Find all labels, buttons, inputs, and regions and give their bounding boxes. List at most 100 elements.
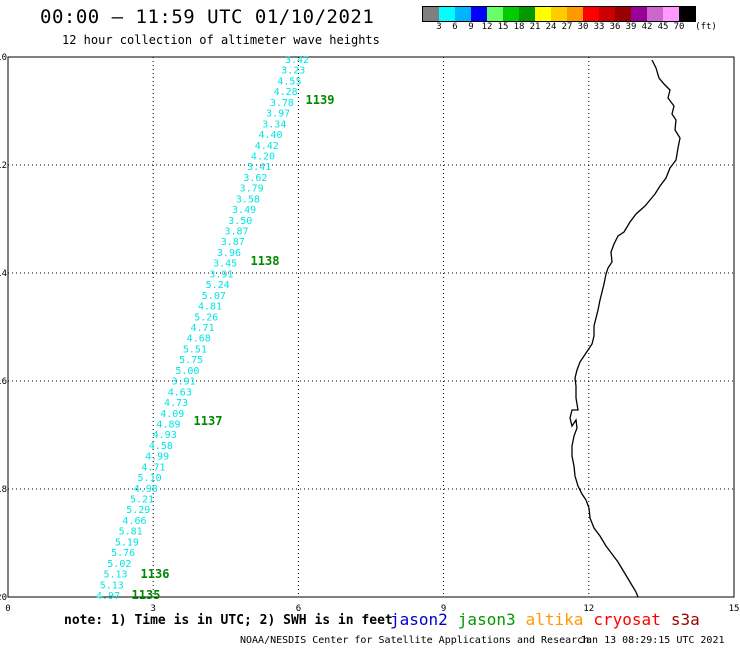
swh-value: 3.78 [270,98,294,109]
color-swatch [535,7,551,21]
satellite-legend-item: cryosat [593,610,661,629]
swh-value: 5.13 [104,570,128,581]
color-scale-label: 3 [436,22,442,32]
swh-value: 5.13 [100,580,124,591]
page-title: 00:00 – 11:59 UTC 01/10/2021 [40,6,375,28]
swh-value: 4.97 [96,591,120,602]
color-scale-label: 33 [593,22,605,32]
color-scale-label: 15 [497,22,509,32]
satellite-legend-item: jason3 [457,610,516,629]
color-swatch [583,7,599,21]
swh-value: 4.81 [198,302,222,313]
swh-value: 5.24 [206,280,230,291]
swh-value: 3.58 [236,194,260,205]
swh-value: 3.50 [228,216,252,227]
y-tick-label: -18 [0,485,7,495]
color-swatch [615,7,631,21]
swh-value: 4.99 [145,452,169,463]
swh-value: 5.75 [179,355,203,366]
swh-value: 3.23 [281,66,305,77]
swh-value: 3.97 [266,109,290,120]
swh-value: 4.42 [255,141,279,152]
color-scale-label: 70 [673,22,685,32]
swh-value: 3.62 [243,173,267,184]
x-tick-label: 9 [441,604,446,614]
swh-value: 4.20 [251,151,275,162]
map-grid [8,57,734,597]
swh-value: 4.68 [187,334,211,345]
satellite-legend: jason2 jason3 altika cryosat s3a [390,610,710,629]
x-tick-label: 6 [296,604,301,614]
y-tick-label: -20 [0,593,7,603]
map-frame [7,56,735,598]
color-scale-label: 9 [468,22,474,32]
color-swatch [647,7,663,21]
swh-value: 5.76 [111,548,135,559]
x-axis-ticks: 0 3 6 9 12 15 [5,604,739,614]
swh-value: 3.34 [262,119,286,130]
swh-value: 5.10 [138,473,162,484]
satellite-legend-item: jason2 [390,610,448,629]
swh-value: 5.00 [175,366,199,377]
color-swatch [439,7,455,21]
swh-value: 5.51 [183,344,207,355]
swh-value: 3.87 [224,227,248,238]
color-scale-label: 39 [625,22,637,32]
swh-value: 3.42 [285,55,309,66]
color-swatch [503,7,519,21]
color-swatch [599,7,615,21]
orbit-number: 1137 [194,414,223,428]
color-scale-label: 45 [657,22,669,32]
orbit-number: 1135 [132,588,161,602]
x-tick-label: 15 [729,604,740,614]
orbit-number: 1139 [306,93,335,107]
orbit-labels: 1139 1138 1137 1136 1135 [132,93,335,602]
color-scale-label: 30 [577,22,589,32]
swh-value: 3.96 [217,248,241,259]
color-scale-label: 42 [641,22,653,32]
orbit-number: 1136 [141,567,170,581]
y-tick-label: -16 [0,377,7,387]
color-swatch [631,7,647,21]
orbit-number: 1138 [251,254,280,268]
satellite-legend-item: altika [525,610,584,629]
color-swatch [471,7,487,21]
footnote: note: 1) Time is in UTC; 2) SWH is in fe… [64,613,393,628]
swh-value: 5.02 [107,559,131,570]
footer-timestamp: Jan 13 08:29:15 UTC 2021 [580,635,725,646]
y-axis-ticks: -10 -12 -14 -16 -18 -20 [0,53,7,603]
swh-value: 4.28 [274,87,298,98]
color-swatch [487,7,503,21]
color-scale-label: 12 [481,22,493,32]
satellite-legend-item: s3a [670,610,700,629]
y-tick-label: -12 [0,161,7,171]
swh-value: 4.66 [122,516,146,527]
swh-value: 4.98 [134,484,158,495]
x-tick-label: 3 [150,604,155,614]
swh-value: 3.79 [240,184,264,195]
color-swatch [551,7,567,21]
page-subtitle: 12 hour collection of altimeter wave hei… [62,33,380,47]
color-swatch [679,7,695,21]
color-swatch [567,7,583,21]
swh-value: 4.55 [277,76,301,87]
color-scale-unit: (ft) [695,22,717,32]
color-swatch [519,7,535,21]
x-tick-label: 0 [5,604,10,614]
swh-value: 5.19 [115,537,139,548]
y-tick-label: -10 [0,53,7,63]
swh-value: 5.21 [130,495,154,506]
swh-value: 4.71 [190,323,214,334]
swh-value: 5.07 [202,291,226,302]
color-swatch [663,7,679,21]
swh-value: 3.41 [247,162,271,173]
color-scale-bar [422,6,696,22]
color-scale-label: 36 [609,22,621,32]
swh-value: 5.26 [194,312,218,323]
color-swatch [423,7,439,21]
swh-value: 3.45 [213,259,237,270]
color-scale-labels: 3 6 9 12 15 18 21 24 27 30 33 36 39 42 45 70 (ft) [422,22,740,34]
swh-value: 5.81 [119,527,143,538]
color-scale-label: 21 [529,22,541,32]
